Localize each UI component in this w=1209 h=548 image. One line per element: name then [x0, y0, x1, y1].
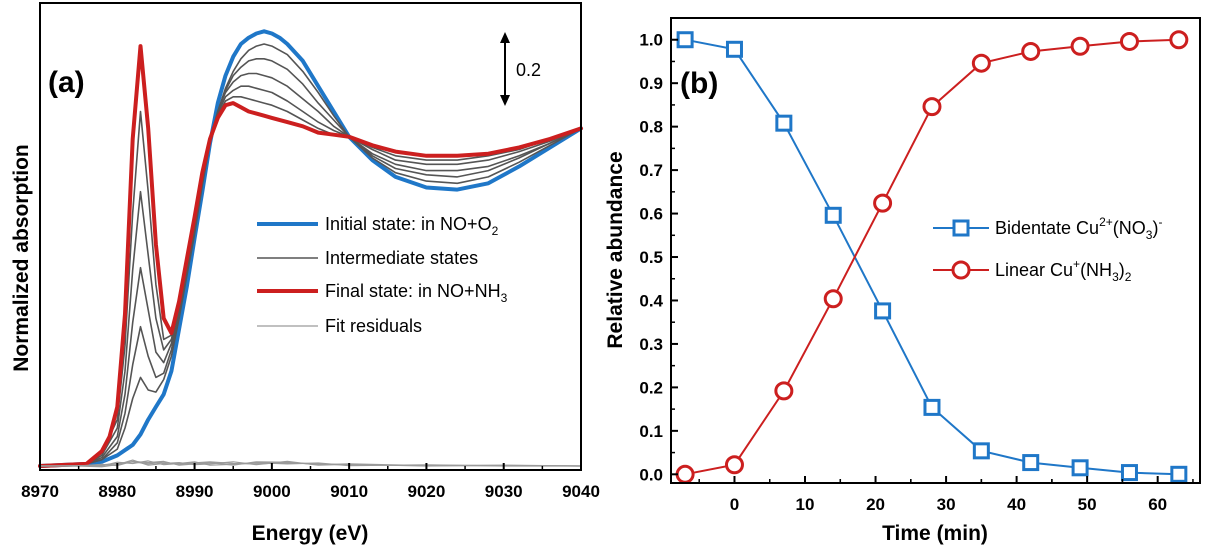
panel-b-y-title: Relative abundance: [604, 151, 627, 348]
b-y-tick-label: 0.9: [639, 74, 663, 93]
bidentate-point: [676, 31, 694, 49]
panel-b-x-ticks: 0 10 20 30 40 50 60: [698, 476, 1194, 514]
linear-point: [1070, 36, 1090, 56]
a-x-tick-label: 9040: [562, 482, 600, 501]
scale-bar-arrow-down: [500, 95, 510, 106]
panel-a-x-title: Energy (eV): [252, 522, 369, 545]
b-x-tick-label: 20: [866, 495, 885, 514]
bidentate-point: [1120, 464, 1138, 482]
legend-a-initial: Initial state: in NO+O2: [325, 214, 499, 238]
b-x-tick-label: 0: [730, 495, 739, 514]
panel-b-legend: Bidentate Cu2+(NO3)- Linear Cu+(NH3)2: [933, 215, 1162, 284]
linear-point: [1119, 31, 1139, 51]
spectrum-series-11: [39, 460, 582, 467]
a-x-tick-label: 8990: [176, 482, 214, 501]
panel-b-x-title: Time (min): [882, 522, 988, 545]
legend-b-swatch-linear-marker: [951, 260, 971, 280]
linear-point: [922, 97, 942, 117]
b-y-tick-label: 0.6: [639, 205, 663, 224]
panel-a-x-ticks: 8970 8980 8990 9000 9010 9020 9030 9040: [21, 463, 600, 501]
panel-a: 8970 8980 8990 9000 9010 9020 9030 9040 (a) Ene…: [10, 2, 600, 545]
a-x-tick-label: 9030: [485, 482, 523, 501]
b-y-tick-label: 0.4: [639, 291, 663, 310]
b-y-tick-label: 0.5: [639, 248, 663, 267]
panel-b-y-ticks: 0.0 0.1 0.2 0.3 0.4 0.5 0.6 0.7 0.8 0.9 1.0: [639, 31, 678, 484]
a-x-tick-label: 8970: [21, 482, 59, 501]
b-x-tick-label: 50: [1078, 495, 1097, 514]
bidentate-point: [775, 114, 793, 132]
legend-a-final: Final state: in NO+NH3: [325, 281, 508, 305]
legend-b-bidentate: Bidentate Cu2+(NO3)-: [995, 215, 1162, 242]
linear-point: [675, 464, 695, 484]
bidentate-point: [1170, 465, 1188, 483]
linear-point: [823, 289, 843, 309]
b-y-tick-label: 0.7: [639, 161, 663, 180]
spectrum-series-5: [39, 85, 582, 467]
b-y-tick-label: 1.0: [639, 31, 663, 50]
b-y-tick-label: 0.0: [639, 465, 663, 484]
panel-b-frame: [670, 17, 1201, 484]
panel-a-label: (a): [48, 66, 85, 99]
panel-a-y-title: Normalized absorption: [10, 144, 33, 372]
b-x-tick-label: 40: [1007, 495, 1026, 514]
bidentate-point: [874, 302, 892, 320]
a-x-tick-label: 8980: [98, 482, 136, 501]
a-x-tick-label: 9020: [408, 482, 446, 501]
spectrum-series-7: [38, 44, 583, 468]
a-x-tick-label: 9010: [330, 482, 368, 501]
scale-bar: 0.2: [500, 32, 541, 106]
b-x-tick-label: 30: [937, 495, 956, 514]
legend-a-residuals: Fit residuals: [325, 316, 422, 336]
bidentate-point: [725, 40, 743, 58]
b-y-tick-label: 0.1: [639, 422, 663, 441]
legend-b-swatch-bidentate-marker: [952, 219, 970, 237]
panel-a-legend: Initial state: in NO+O2 Intermediate sta…: [257, 214, 508, 336]
linear-point: [1021, 41, 1041, 61]
spectrum-series-1: [38, 29, 583, 468]
linear-point: [724, 455, 744, 475]
b-x-tick-label: 60: [1148, 495, 1167, 514]
b-y-tick-label: 0.2: [639, 378, 663, 397]
legend-b-linear: Linear Cu+(NH3)2: [995, 257, 1132, 284]
linear-point: [971, 53, 991, 73]
linear-point: [1169, 30, 1189, 50]
b-x-tick-label: 10: [796, 495, 815, 514]
a-x-tick-label: 9000: [253, 482, 291, 501]
scale-bar-arrow-up: [500, 32, 510, 43]
b-y-tick-label: 0.8: [639, 118, 663, 137]
bidentate-point: [824, 206, 842, 224]
bidentate-point: [923, 398, 941, 416]
bidentate-point: [972, 442, 990, 460]
b-y-tick-label: 0.3: [639, 335, 663, 354]
linear-point: [873, 193, 893, 213]
a-curves: [38, 29, 583, 468]
spectrum-series-6: [39, 96, 582, 467]
panel-b: 0 10 20 30 40 50 60 0.00.10.20.30.40.50.60.70.…: [604, 17, 1201, 545]
bidentate-point: [1071, 459, 1089, 477]
b-series: [675, 30, 1189, 484]
legend-a-intermediate: Intermediate states: [325, 248, 478, 268]
bidentate-point: [1022, 454, 1040, 472]
panel-b-label: (b): [680, 67, 718, 100]
spectrum-series-4: [39, 72, 582, 467]
scale-bar-label: 0.2: [516, 60, 541, 80]
spectrum-series-3: [39, 58, 582, 467]
spectrum-series-2: [39, 43, 582, 467]
linear-point: [774, 381, 794, 401]
